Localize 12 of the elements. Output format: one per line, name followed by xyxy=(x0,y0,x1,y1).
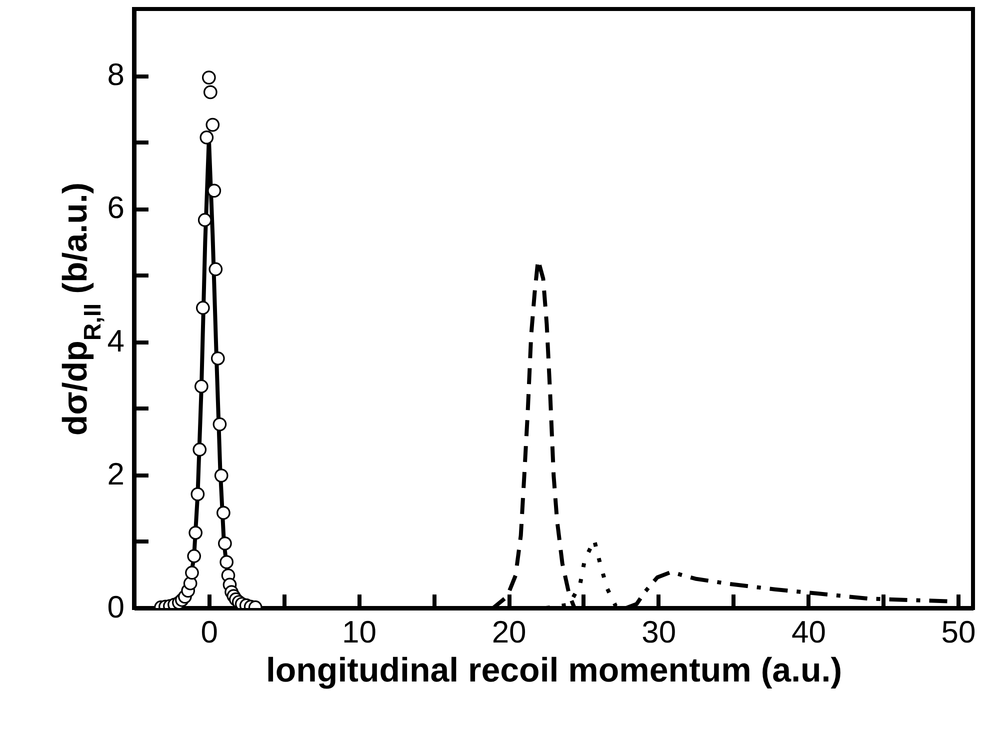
y-tick-label: 6 xyxy=(107,190,124,226)
y-tick-label: 0 xyxy=(107,590,124,624)
x-tick-label: 30 xyxy=(642,614,676,650)
y-tick-label: 4 xyxy=(107,323,124,358)
x-tick-label: 40 xyxy=(791,614,826,650)
y-tick-label: 8 xyxy=(107,57,124,92)
x-tick-label: 50 xyxy=(941,614,976,650)
x-tick-label: 20 xyxy=(492,614,526,650)
x-tick-label: 10 xyxy=(342,614,376,650)
y-tick-label: 2 xyxy=(107,456,124,492)
x-axis-title: longitudinal recoil momentum (a.u.) xyxy=(266,652,842,690)
x-tick-label: 0 xyxy=(200,614,218,650)
